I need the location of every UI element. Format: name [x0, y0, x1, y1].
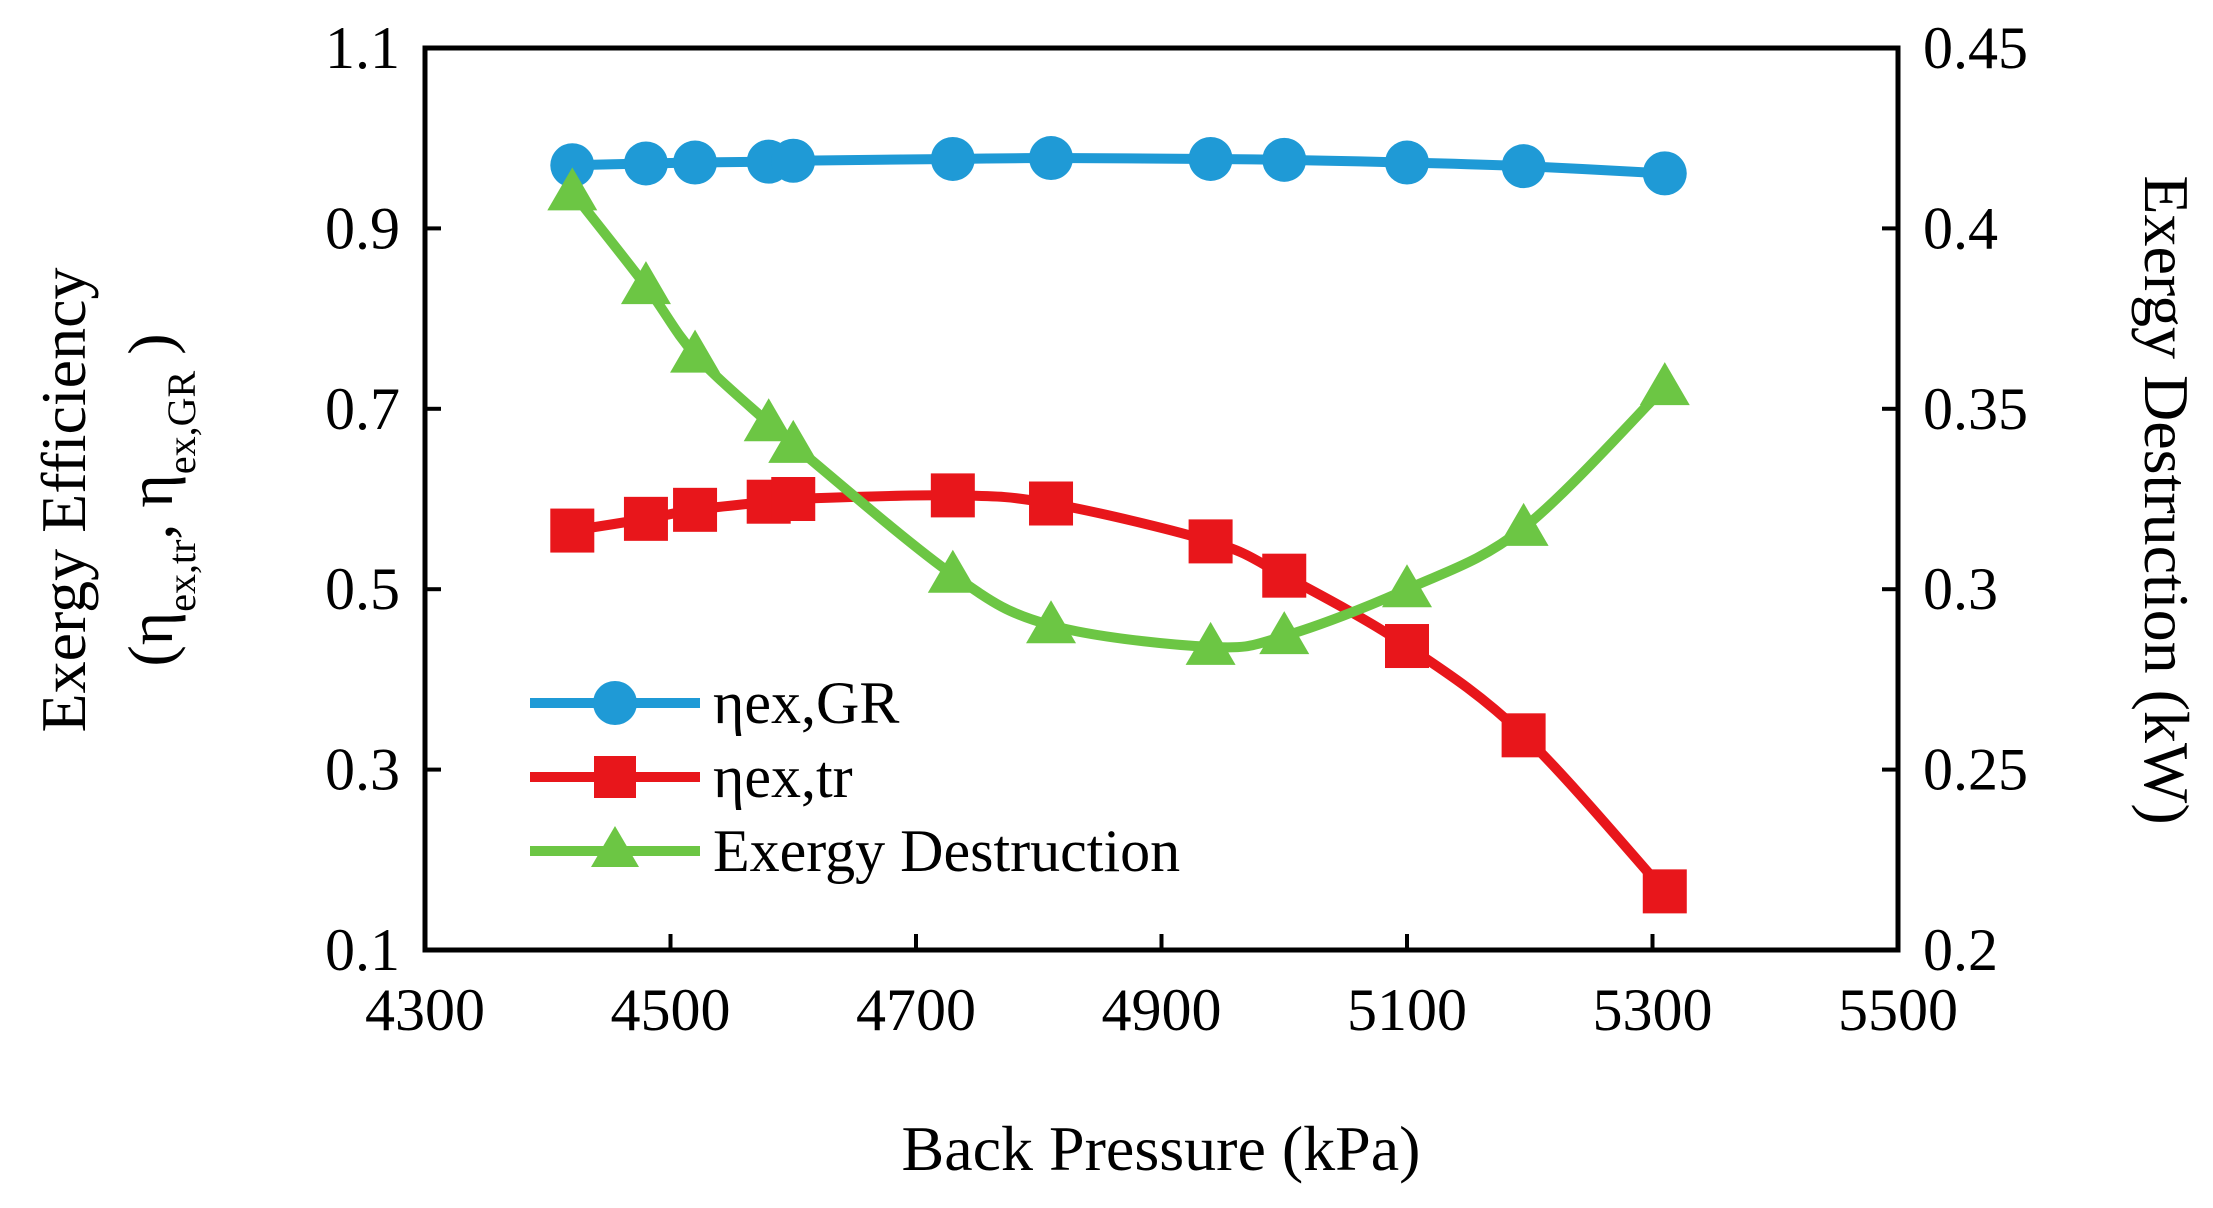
x-tick-label: 5300 — [1593, 977, 1713, 1043]
legend-label-eta-tr: ηex,tr — [713, 744, 853, 810]
y-left-paren-close: ) — [115, 333, 186, 370]
data-point-exergy-destruction — [768, 419, 819, 463]
y-left-tick-label: 0.3 — [325, 737, 400, 803]
data-point-eta-gr — [1385, 140, 1429, 185]
y-left-paren-open: ( — [115, 645, 186, 666]
legend-item-eta-tr: ηex,tr — [530, 744, 853, 810]
legend-marker-eta-gr — [593, 681, 637, 725]
data-point-eta-gr — [1501, 144, 1546, 189]
y-right-tick-label: 0.25 — [1923, 737, 2028, 803]
y-left-eta-2: η — [115, 474, 186, 507]
legend-label-exergy-destruction: Exergy Destruction — [713, 818, 1180, 884]
y-left-tick-label: 1.1 — [325, 15, 400, 81]
data-point-eta-gr — [771, 138, 816, 183]
data-point-eta-tr — [1262, 553, 1307, 598]
data-point-eta-gr — [673, 140, 718, 185]
x-tick-label: 5100 — [1347, 977, 1467, 1043]
data-point-exergy-destruction — [1259, 611, 1310, 655]
x-tick-label: 4500 — [611, 977, 731, 1043]
y-left-tick-label: 0.9 — [325, 195, 400, 261]
legend-marker-eta-tr — [594, 756, 636, 798]
data-point-eta-gr — [930, 136, 975, 181]
data-point-eta-tr — [1385, 624, 1429, 669]
y-left-title-line1: Exergy Efficiency — [28, 268, 99, 733]
y-right-tick-label: 0.3 — [1923, 556, 1998, 622]
legend-item-eta-gr: ηex,GR — [530, 670, 899, 736]
plot-area — [422, 45, 1901, 953]
data-point-exergy-destruction — [1498, 502, 1549, 546]
series-eta-gr — [550, 136, 1687, 196]
legend-label-eta-gr: ηex,GR — [713, 670, 899, 736]
data-point-eta-gr — [1188, 136, 1233, 181]
y-left-sep: , — [115, 508, 186, 540]
axis-tick-labels: 4300 4500 4700 4900 5100 5300 5500 0.1 0.3 0.5 0.7… — [325, 15, 2028, 1043]
y-left-axis-subtitle: (ηex,tr, ηex,GR ) — [115, 333, 204, 666]
data-point-eta-gr — [550, 143, 595, 188]
data-point-eta-tr — [623, 496, 668, 541]
y-left-tick-label: 0.7 — [325, 376, 400, 442]
y-right-axis-title: Exergy Destruction (kW) — [2131, 175, 2202, 824]
data-point-eta-gr — [623, 141, 668, 186]
y-right-tick-label: 0.45 — [1923, 15, 2028, 81]
data-point-eta-gr — [1642, 151, 1687, 196]
data-point-eta-tr — [550, 508, 595, 553]
data-point-eta-tr — [1501, 713, 1546, 758]
x-tick-label: 4300 — [365, 977, 485, 1043]
data-point-exergy-destruction — [670, 329, 721, 373]
data-point-eta-tr — [1642, 869, 1687, 914]
y-left-axis-title: Exergy Efficiency — [28, 268, 99, 733]
y-right-tick-label: 0.4 — [1923, 195, 1998, 261]
data-point-exergy-destruction — [1639, 362, 1690, 406]
data-point-eta-tr — [673, 487, 718, 532]
x-axis-title: Back Pressure (kPa) — [902, 1113, 1421, 1184]
y-left-tick-label: 0.1 — [325, 917, 400, 983]
data-point-exergy-destruction — [1382, 564, 1432, 608]
data-series — [547, 136, 1690, 914]
y-right-title: Exergy Destruction (kW) — [2131, 175, 2202, 824]
legend: ηex,GR ηex,tr Exergy Destruction — [530, 670, 1180, 884]
data-point-exergy-destruction — [620, 261, 671, 305]
x-tick-label: 4900 — [1102, 977, 1222, 1043]
y-left-tick-label: 0.5 — [325, 556, 400, 622]
series-exergy-destruction — [547, 167, 1690, 665]
data-point-exergy-destruction — [927, 549, 978, 593]
data-point-eta-tr — [771, 477, 816, 521]
data-point-eta-tr — [930, 473, 975, 518]
series-eta-tr — [550, 473, 1687, 914]
y-left-title-line2: (ηex,tr, ηex,GR ) — [115, 333, 204, 666]
y-right-tick-label: 0.35 — [1923, 376, 2028, 442]
legend-marker-exergy-destruction — [591, 826, 639, 867]
axis-ticks — [423, 46, 1900, 952]
legend-item-exergy-destruction: Exergy Destruction — [530, 818, 1180, 884]
y-left-sub-2: ex,GR — [159, 370, 204, 474]
y-left-sub-1: ex,tr — [159, 540, 204, 612]
y-right-tick-label: 0.2 — [1923, 917, 1998, 983]
data-point-exergy-destruction — [1026, 600, 1077, 644]
x-tick-label: 4700 — [856, 977, 976, 1043]
data-point-eta-gr — [1262, 137, 1307, 182]
data-point-exergy-destruction — [1185, 621, 1236, 665]
data-point-eta-tr — [1188, 519, 1233, 564]
x-tick-label: 5500 — [1838, 977, 1958, 1043]
data-point-eta-gr — [1029, 136, 1074, 181]
data-point-exergy-destruction — [743, 398, 794, 442]
data-point-eta-tr — [1029, 481, 1074, 526]
y-left-eta-1: η — [115, 612, 186, 645]
data-point-exergy-destruction — [547, 167, 598, 211]
